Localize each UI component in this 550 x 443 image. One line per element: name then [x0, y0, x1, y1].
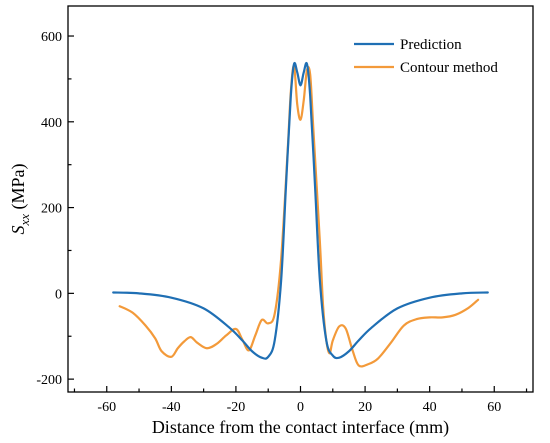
- y-tick-label: 400: [41, 116, 62, 131]
- x-tick-label: 20: [358, 400, 372, 415]
- x-tick-label: 60: [487, 400, 501, 415]
- x-axis-label: Distance from the contact interface (mm): [152, 417, 449, 438]
- x-tick-label: 40: [423, 400, 437, 415]
- y-tick-label: 200: [41, 202, 62, 217]
- y-tick-label: 0: [55, 287, 62, 302]
- legend: Prediction Contour method: [354, 37, 498, 76]
- legend-label-contour-method: Contour method: [400, 60, 498, 76]
- x-tick-label: -20: [227, 400, 246, 415]
- y-axis-label: Sxx (MPa): [8, 163, 32, 234]
- y-tick-label: -200: [36, 373, 62, 388]
- x-tick-label: -40: [162, 400, 181, 415]
- series-line-contour-method: [118, 64, 480, 368]
- y-axis-subscript: xx: [17, 214, 32, 227]
- series-line-prediction: [112, 61, 489, 360]
- x-tick-label: 0: [297, 400, 304, 415]
- legend-label-prediction: Prediction: [400, 37, 462, 53]
- x-tick-label: -60: [97, 400, 116, 415]
- y-axis-ticks: -200 0 200 400 600: [36, 30, 74, 388]
- y-axis-symbol: S: [8, 226, 28, 235]
- y-axis-unit: (MPa): [8, 163, 29, 214]
- x-axis-ticks: -60 -40 -20 0 20 40 60: [73, 386, 528, 415]
- series-layer: [112, 61, 489, 368]
- y-tick-label: 600: [41, 30, 62, 45]
